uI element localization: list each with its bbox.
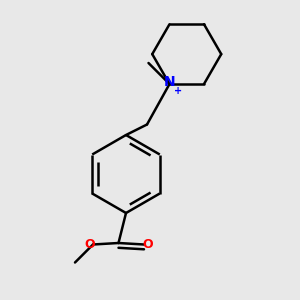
Text: +: + [174,85,182,96]
Text: O: O [84,238,95,251]
Text: N: N [164,75,175,88]
Text: O: O [142,238,153,251]
